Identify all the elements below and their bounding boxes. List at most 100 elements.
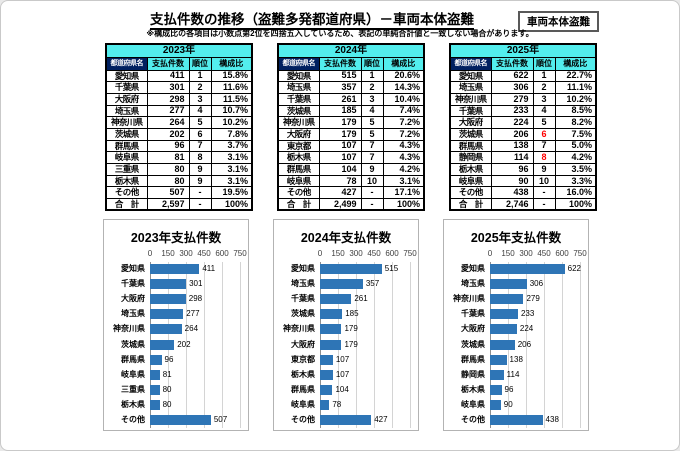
cell-rank: 6	[532, 127, 556, 141]
category-label: 大阪府	[291, 339, 315, 349]
cell-count: 233	[490, 104, 534, 118]
bar	[490, 279, 527, 290]
bar	[490, 384, 502, 395]
cell-count: 96	[490, 163, 534, 176]
cell-count: 622	[490, 69, 534, 83]
bar	[320, 294, 352, 305]
cell-rank: 1	[360, 69, 384, 83]
cell-rank: 9	[188, 163, 212, 176]
cell-pref: 大阪府	[277, 127, 320, 141]
x-axis-tick-label: 150	[331, 249, 345, 258]
cell-count: 264	[146, 116, 190, 129]
x-axis-tick-label: 150	[161, 249, 175, 258]
bar	[150, 309, 184, 320]
cell-share: 7.4%	[382, 104, 425, 118]
bar-value-label: 277	[186, 309, 200, 319]
bar	[490, 324, 517, 335]
category-label: 三重県	[121, 384, 145, 394]
bar	[150, 354, 162, 365]
table-row: 岐阜県 90 10 3.3%	[449, 174, 597, 188]
cell-count: 2,746	[490, 198, 534, 211]
table-row: 茨城県 202 6 7.8%	[105, 127, 253, 141]
page-title-text: 支払件数の推移（盗難多発都道府県）－車両本体盗難	[150, 12, 474, 30]
cell-count: 185	[318, 104, 362, 118]
category-label: 千葉県	[121, 279, 145, 289]
x-axis-tick-label: 750	[403, 249, 417, 258]
category-label: 愛知県	[291, 264, 315, 273]
gridline	[204, 262, 205, 428]
table-year-header: 2023年	[105, 43, 253, 58]
bar	[150, 415, 211, 425]
cell-rank: 9	[360, 163, 384, 176]
category-label: 岐阜県	[121, 369, 145, 379]
category-label: 群馬県	[461, 354, 485, 364]
bar-value-label: 96	[164, 354, 174, 364]
cell-count: 2,499	[318, 198, 362, 211]
table-row: 埼玉県 306 2 11.1%	[449, 81, 597, 94]
category-label: 大阪府	[121, 294, 145, 304]
column-header-prefecture: 都道府県名	[449, 56, 492, 71]
x-axis-ticks: 0 150 300 450 600 750	[488, 249, 587, 260]
cell-share: 11.5%	[210, 92, 253, 106]
cell-share: 7.5%	[554, 127, 597, 141]
chart-title: 2023年支払件数	[130, 231, 222, 245]
category-label: 埼玉県	[291, 279, 315, 289]
cell-share: 3.1%	[210, 151, 253, 164]
table-row: 群馬県 104 9 4.2%	[277, 163, 425, 176]
cell-share: 4.2%	[554, 151, 597, 164]
payments-table-2024: 2024年 都道府県名 支払件数 順位 構成比 愛知県 515 1 20.6% 埼玉県 3…	[277, 43, 425, 212]
table-total-row: 合 計 2,499-100%	[277, 198, 425, 211]
bar	[150, 339, 175, 350]
table-row: 愛知県 515 1 20.6%	[277, 69, 425, 83]
category-label: 静岡県	[461, 369, 485, 379]
column-header-prefecture: 都道府県名	[105, 56, 148, 71]
cell-pref: 埼玉県	[105, 104, 148, 118]
bar-value-label: 179	[344, 324, 358, 334]
category-label: 神奈川県	[283, 324, 315, 334]
bar-value-label: 224	[519, 324, 534, 334]
cell-share: 3.1%	[210, 174, 253, 188]
cell-share: 3.3%	[554, 174, 597, 188]
cell-count: 277	[146, 104, 190, 118]
cell-pref: 埼玉県	[449, 81, 492, 94]
table-year-header: 2025年	[449, 43, 597, 58]
category-label: その他	[121, 415, 145, 424]
bar-value-label: 438	[545, 415, 559, 424]
bar	[490, 264, 565, 274]
cell-count: 507	[146, 186, 190, 200]
cell-count: 224	[490, 116, 534, 129]
gridline	[526, 262, 527, 428]
table-row: 埼玉県 357 2 14.3%	[277, 81, 425, 94]
bar	[490, 369, 504, 380]
cell-share: 10.2%	[554, 92, 597, 106]
category-label: その他	[291, 415, 315, 424]
cell-rank: 9	[188, 174, 212, 188]
cell-pref: 群馬県	[105, 139, 148, 153]
tables-row: 2023年 都道府県名 支払件数 順位 構成比 愛知県 411 1 15.8% 千葉県 3…	[105, 43, 597, 212]
cell-count: 78	[318, 174, 362, 188]
cell-share: 10.7%	[210, 104, 253, 118]
bar	[150, 369, 160, 380]
category-badge: 車両本体盗難	[518, 11, 599, 32]
bar-value-label: 306	[529, 279, 544, 289]
cell-count: 104	[318, 163, 362, 176]
cell-count: 96	[146, 139, 190, 153]
cell-pref: 岐阜県	[105, 151, 148, 164]
bar	[490, 294, 524, 305]
x-axis-tick-label: 0	[147, 249, 153, 258]
bar-value-label: 298	[188, 294, 203, 304]
bar-value-label: 233	[520, 309, 535, 319]
x-axis-tick-label: 150	[501, 249, 515, 258]
cell-count: 206	[490, 127, 534, 141]
bar-chart-2024: 2024年支払件数 0 150 300 450 600 750 愛知県 515 埼玉県 357 千…	[273, 219, 419, 431]
cell-count: 114	[490, 151, 534, 164]
cell-pref: 茨城県	[277, 104, 320, 118]
gridline	[240, 262, 241, 428]
cell-rank: -	[188, 198, 212, 211]
gridline	[374, 262, 375, 428]
category-label: 千葉県	[461, 309, 485, 319]
bar	[320, 324, 342, 335]
bar	[150, 279, 187, 290]
cell-share: 3.7%	[210, 139, 253, 153]
cell-share: 11.6%	[210, 81, 253, 94]
